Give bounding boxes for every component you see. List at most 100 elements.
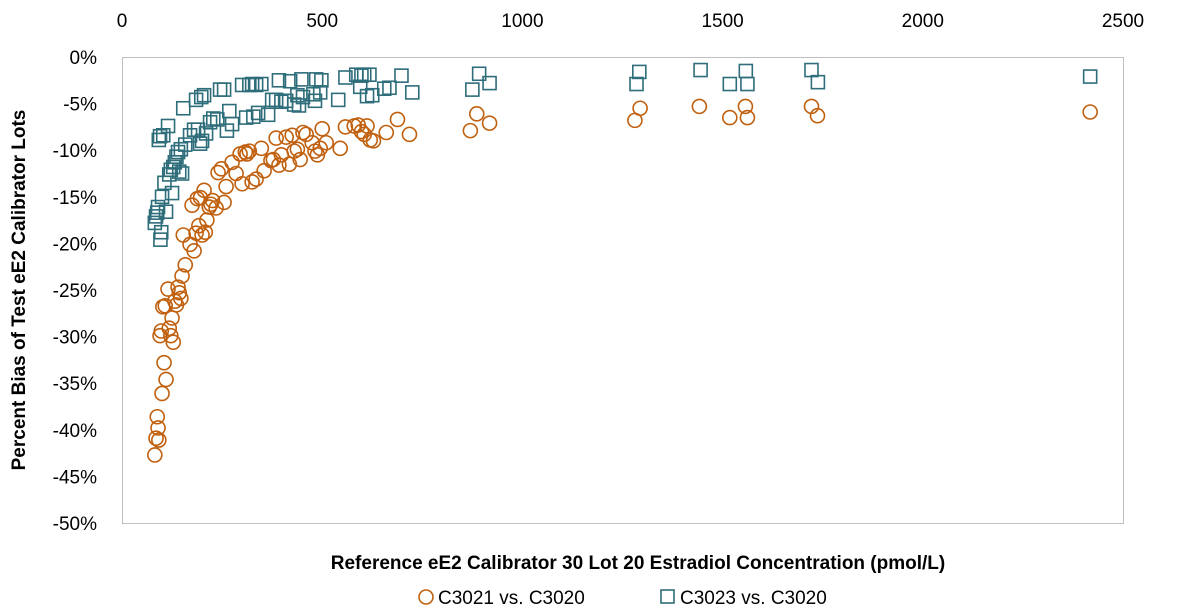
data-point-circle bbox=[149, 408, 166, 425]
data-point-circle bbox=[170, 279, 186, 296]
data-point-circle bbox=[244, 174, 260, 190]
x-tick-label: 500 bbox=[306, 11, 338, 32]
data-point-square bbox=[209, 112, 225, 127]
data-point-circle bbox=[188, 225, 204, 241]
data-point-square bbox=[188, 92, 204, 108]
data-point-square bbox=[149, 205, 165, 220]
data-point-square bbox=[152, 128, 168, 144]
y-tick-label: -50% bbox=[53, 514, 97, 535]
data-point-square bbox=[196, 87, 212, 103]
data-point-circle bbox=[208, 200, 224, 216]
data-point-circle bbox=[298, 126, 314, 143]
data-point-circle bbox=[154, 385, 170, 402]
data-point-square bbox=[364, 87, 380, 103]
data-point-circle bbox=[164, 310, 180, 326]
data-point-square bbox=[362, 67, 377, 83]
x-tick-label: 0 bbox=[117, 11, 128, 32]
series-2 bbox=[147, 62, 1098, 247]
series-layer bbox=[147, 62, 1098, 463]
data-point-square bbox=[307, 93, 323, 109]
data-point-square bbox=[190, 122, 206, 137]
data-point-square bbox=[308, 72, 324, 87]
data-point-circle bbox=[173, 290, 189, 307]
data-point-circle bbox=[204, 192, 221, 209]
data-point-square bbox=[312, 85, 328, 100]
data-point-circle bbox=[216, 194, 232, 211]
data-point-circle bbox=[691, 98, 708, 115]
data-point-square bbox=[153, 232, 168, 247]
y-tick-label: 0% bbox=[70, 48, 98, 69]
data-point-circle bbox=[248, 171, 264, 187]
data-point-square bbox=[629, 76, 644, 92]
data-point-circle bbox=[186, 243, 202, 259]
data-point-circle bbox=[292, 151, 308, 168]
data-point-square bbox=[246, 109, 261, 124]
data-point-circle bbox=[273, 147, 290, 163]
data-point-circle bbox=[253, 140, 270, 157]
data-point-square bbox=[482, 75, 497, 91]
data-point-square bbox=[254, 76, 269, 92]
data-point-circle bbox=[632, 100, 648, 117]
y-tick-label: -45% bbox=[53, 467, 97, 488]
data-point-square bbox=[465, 82, 480, 97]
legend-item-c3023: C3023 vs. C3020 bbox=[660, 588, 827, 609]
data-point-square bbox=[148, 209, 164, 224]
data-point-circle bbox=[163, 327, 179, 344]
data-point-circle bbox=[218, 178, 234, 195]
data-point-circle bbox=[481, 115, 498, 131]
y-axis-ticks: 0% -5% -10% -15% -20% -25% -30% -35% -40% -45% -50… bbox=[53, 48, 97, 535]
data-point-circle bbox=[177, 257, 194, 273]
data-point-circle bbox=[332, 140, 349, 157]
data-point-circle bbox=[241, 143, 258, 159]
data-point-square bbox=[155, 127, 171, 143]
legend-label-c3021: C3021 vs. C3020 bbox=[438, 588, 585, 609]
data-point-circle bbox=[314, 120, 331, 137]
data-point-square bbox=[338, 70, 353, 85]
data-point-circle bbox=[151, 432, 167, 448]
data-point-square bbox=[174, 166, 190, 181]
y-tick-label: -30% bbox=[53, 328, 97, 349]
data-point-square bbox=[693, 62, 708, 78]
data-point-square bbox=[216, 82, 232, 97]
data-point-square bbox=[404, 85, 420, 100]
y-tick-label: -15% bbox=[53, 188, 97, 209]
data-point-square bbox=[382, 80, 397, 96]
data-point-square bbox=[182, 127, 198, 143]
data-point-circle bbox=[196, 182, 212, 199]
data-point-square bbox=[153, 224, 169, 240]
y-axis-title: Percent Bias of Test eE2 Calibrator Lots bbox=[9, 110, 30, 471]
y-tick-label: -10% bbox=[53, 141, 97, 162]
data-point-circle bbox=[401, 126, 418, 143]
data-point-square bbox=[286, 97, 302, 112]
data-point-square bbox=[150, 199, 166, 215]
data-point-square bbox=[151, 132, 167, 148]
data-point-square bbox=[471, 66, 487, 82]
data-point-circle bbox=[468, 106, 485, 122]
data-point-circle bbox=[462, 122, 479, 139]
data-point-square bbox=[359, 88, 375, 104]
data-point-circle bbox=[337, 119, 354, 135]
data-point-circle bbox=[739, 109, 756, 126]
x-tick-label: 1500 bbox=[701, 11, 743, 32]
data-point-circle bbox=[224, 154, 240, 171]
data-point-square bbox=[1082, 69, 1098, 84]
data-point-circle bbox=[158, 371, 174, 388]
data-point-square bbox=[158, 204, 174, 220]
data-point-square bbox=[804, 62, 819, 78]
data-point-circle bbox=[234, 175, 250, 192]
data-point-square bbox=[330, 92, 346, 108]
data-point-square bbox=[268, 92, 284, 108]
data-point-square bbox=[810, 74, 826, 90]
data-point-square bbox=[722, 76, 738, 92]
data-point-square bbox=[295, 89, 311, 105]
data-point-circle bbox=[271, 157, 287, 173]
data-point-square bbox=[171, 164, 187, 179]
data-point-circle bbox=[809, 107, 826, 124]
data-point-circle bbox=[318, 134, 335, 151]
data-point-circle bbox=[353, 123, 370, 140]
data-point-square bbox=[154, 189, 170, 205]
data-point-square bbox=[222, 103, 237, 119]
data-point-square bbox=[356, 67, 372, 83]
data-point-square bbox=[173, 141, 189, 157]
